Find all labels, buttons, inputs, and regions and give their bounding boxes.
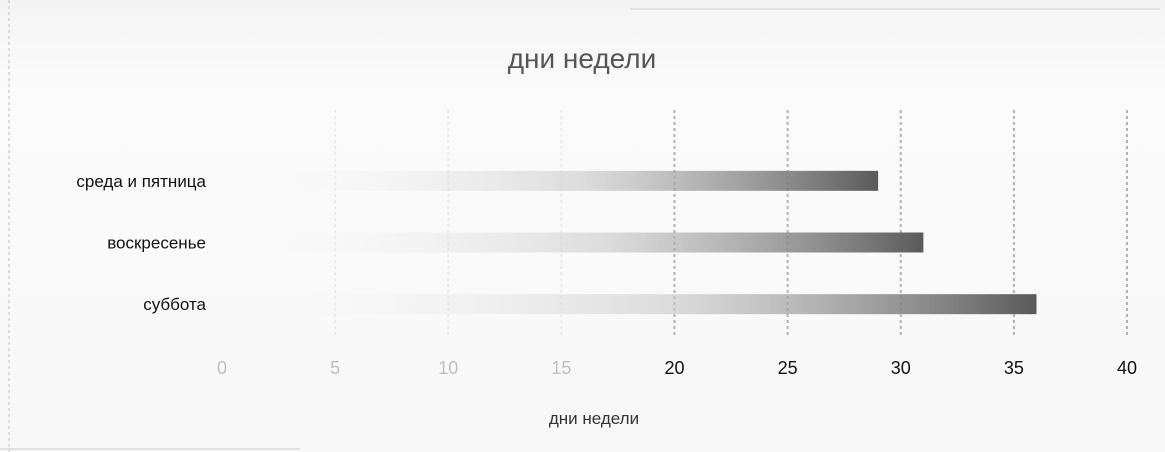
x-tick-labels: 0 5 10 15 20 25 30 35 40 xyxy=(217,358,1137,378)
x-tick-label: 25 xyxy=(778,358,798,378)
scan-edge-left xyxy=(8,0,10,452)
x-tick-label: 0 xyxy=(217,358,227,378)
x-tick-label: 30 xyxy=(891,358,911,378)
scan-edge-bottom xyxy=(0,448,300,450)
bar xyxy=(222,294,1037,315)
x-tick-label: 10 xyxy=(438,358,458,378)
category-labels: среда и пятница воскресенье суббота xyxy=(76,172,206,314)
x-tick-label: 5 xyxy=(330,358,340,378)
category-label: среда и пятница xyxy=(76,172,206,191)
x-tick-label: 20 xyxy=(664,358,684,378)
bar xyxy=(222,232,924,253)
bars xyxy=(222,170,1037,315)
x-tick-label: 40 xyxy=(1117,358,1137,378)
x-axis-title: дни недели xyxy=(549,409,639,428)
scan-edge-top xyxy=(630,8,1160,10)
category-label: суббота xyxy=(143,295,206,314)
x-tick-label: 35 xyxy=(1004,358,1024,378)
x-tick-label: 15 xyxy=(551,358,571,378)
chart-title: дни недели xyxy=(508,43,657,74)
bar xyxy=(222,170,879,191)
category-label: воскресенье xyxy=(107,234,206,253)
